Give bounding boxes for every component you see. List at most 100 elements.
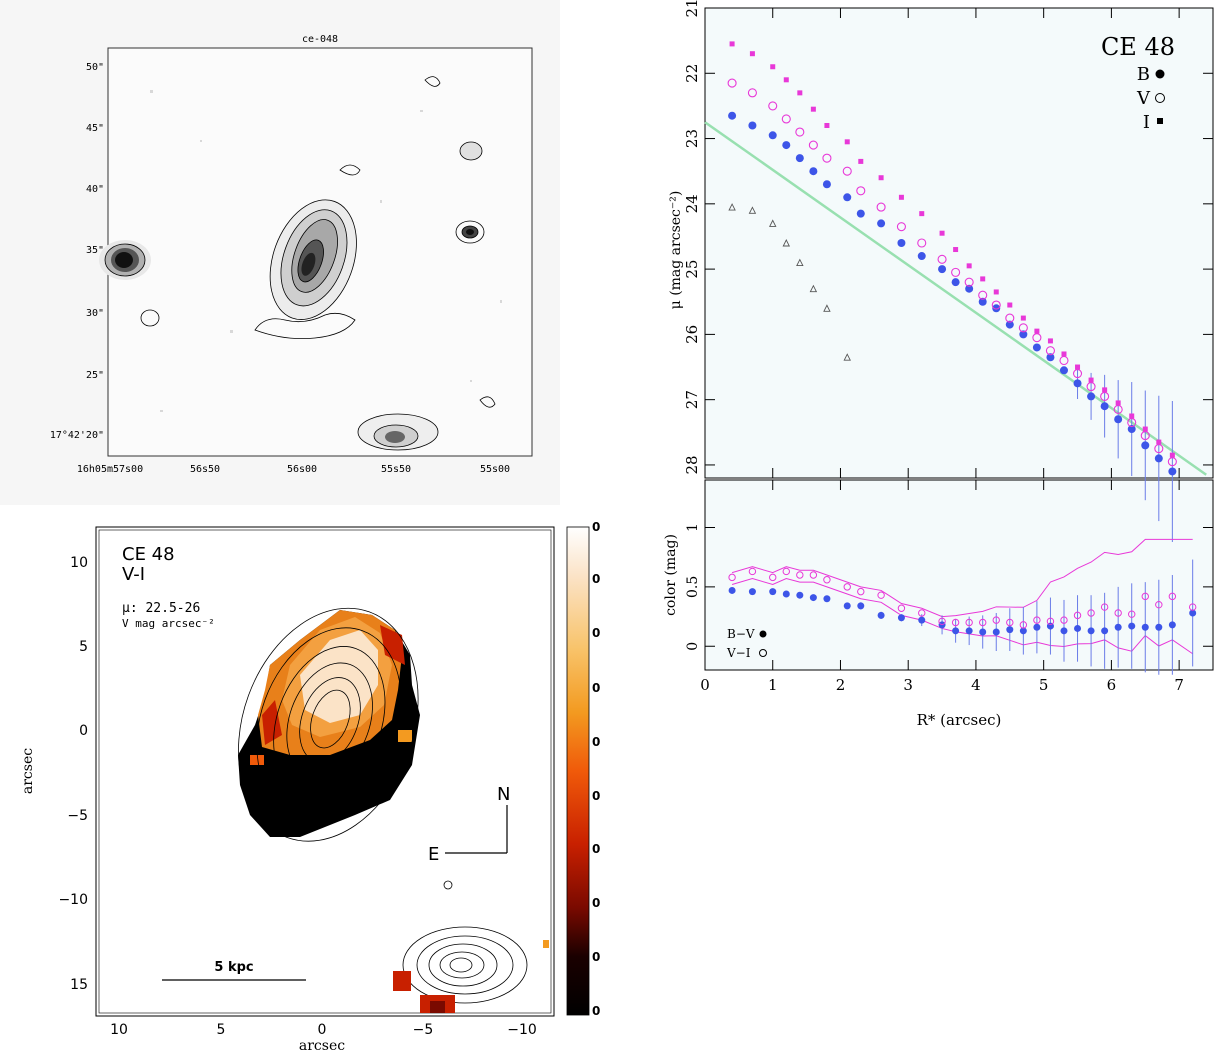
vi-point — [748, 567, 757, 576]
bv-point — [728, 586, 736, 594]
sb-plot: 21 22 23 24 25 26 27 28 — [683, 0, 1213, 542]
sb-point-i — [783, 77, 789, 83]
color-ytick-label: 0 — [685, 642, 701, 651]
bv-point — [1006, 626, 1014, 634]
vi-point — [1060, 616, 1068, 624]
bv-point — [1128, 622, 1136, 630]
sb-ytick-label: 28 — [683, 455, 701, 474]
sb-ytick-label: 27 — [683, 390, 701, 409]
colorbar-tick: 0.64 — [592, 572, 600, 586]
color-xlabel: R* (arcsec) — [917, 711, 1002, 729]
sb-ytick-label: 26 — [683, 325, 701, 344]
vi-point — [1168, 592, 1177, 601]
bv-point — [1019, 627, 1027, 635]
legend-v-label: V — [1136, 88, 1151, 109]
sb-point-b — [1114, 415, 1123, 424]
bv-point — [952, 627, 960, 635]
bv-point — [1168, 621, 1176, 629]
sb-point-v — [1100, 391, 1110, 401]
colorbar-tick: 0.5 — [592, 681, 600, 695]
sb-point-b — [843, 193, 852, 202]
sb-point-v — [781, 114, 791, 124]
legend-bv-marker — [759, 630, 767, 638]
sb-point-v — [1140, 431, 1150, 441]
map-xtick: 5 — [217, 1022, 226, 1038]
color-ylabel: color (mag) — [663, 534, 679, 616]
bv-point — [857, 602, 865, 610]
vi-point — [1100, 603, 1109, 611]
ra-tick: 16h05m57s00 — [77, 464, 143, 475]
vi-point — [769, 573, 777, 582]
sb-point-b — [1046, 353, 1055, 362]
sb-point-b — [978, 297, 987, 306]
sb-ytick-label: 22 — [683, 64, 701, 83]
sb-ytick-label: 25 — [683, 260, 701, 279]
sb-point-b — [1127, 425, 1136, 434]
map-ytick: −5 — [67, 808, 88, 824]
color-xtick-label: 3 — [903, 676, 913, 694]
bv-point — [1155, 623, 1163, 631]
color-map-svg: CE 48 V-I μ: 22.5-26 V mag arcsec⁻² N E … — [20, 520, 622, 1054]
grayscale-image-panel: ce-048 — [0, 0, 560, 505]
sb-point-i — [1156, 439, 1162, 445]
sb-point-v — [1113, 404, 1123, 415]
sb-point-v — [1045, 346, 1055, 356]
sb-point-v — [876, 202, 886, 212]
sb-point-triangle — [823, 304, 831, 312]
sb-frame — [704, 7, 1214, 479]
bv-point — [1114, 623, 1122, 631]
ra-tick: 56s00 — [287, 464, 317, 475]
map-ytick: 15 — [70, 977, 88, 993]
left-star — [99, 240, 151, 280]
companion-contours — [402, 880, 528, 1004]
vi-point — [1033, 616, 1041, 624]
map-mu-range: μ: 22.5-26 — [122, 601, 200, 616]
bv-point — [1087, 627, 1095, 635]
sb-point-b — [782, 141, 791, 150]
legend-b-marker — [1155, 69, 1165, 79]
sb-point-b — [992, 304, 1001, 313]
sb-point-i — [993, 289, 999, 295]
sb-point-b — [809, 167, 818, 176]
dec-tick: 50" — [86, 62, 104, 73]
map-ytick: 0 — [79, 723, 88, 739]
bv-point — [979, 628, 987, 636]
bottom-object — [357, 413, 439, 451]
color-xtick-label: 4 — [971, 676, 981, 694]
sb-point-b — [951, 278, 960, 287]
color-xtick-label: 0 — [700, 676, 710, 694]
bv-point — [1074, 624, 1082, 632]
sb-point-b — [1154, 454, 1163, 463]
sb-point-i — [1115, 400, 1121, 406]
vi-point — [918, 609, 926, 617]
vi-point — [877, 591, 885, 599]
sb-point-v — [937, 254, 947, 264]
color-ytick-label: 1 — [685, 523, 701, 532]
vi-point — [796, 571, 804, 579]
vi-point — [809, 571, 818, 579]
ra-tick: 56s50 — [190, 464, 220, 475]
sb-point-triangle — [782, 238, 791, 247]
colorbar-tick: 0.7 — [592, 520, 600, 534]
sb-point-v — [1018, 323, 1028, 333]
bv-point — [809, 594, 817, 602]
sb-point-i — [878, 175, 884, 181]
sb-point-i — [980, 276, 986, 282]
sb-point-triangle — [809, 284, 818, 293]
map-ylabel: arcsec — [20, 748, 36, 794]
sb-point-v — [1059, 355, 1069, 366]
sb-point-i — [858, 158, 864, 164]
map-mu-units: V mag arcsec⁻² — [122, 617, 215, 630]
legend-vi-marker — [759, 649, 767, 657]
sb-point-triangle — [748, 206, 757, 214]
bv-point — [897, 614, 905, 622]
sb-point-triangle — [728, 203, 736, 211]
sb-ylabel: μ (mag arcsec⁻²) — [668, 191, 684, 310]
legend-vi-label: V−I — [726, 646, 751, 660]
vi-point — [1114, 609, 1122, 617]
sb-point-i — [966, 263, 972, 269]
right-star — [455, 141, 485, 244]
sb-point-v — [747, 88, 757, 98]
sb-point-i — [1129, 413, 1135, 419]
bv-point — [796, 591, 804, 599]
